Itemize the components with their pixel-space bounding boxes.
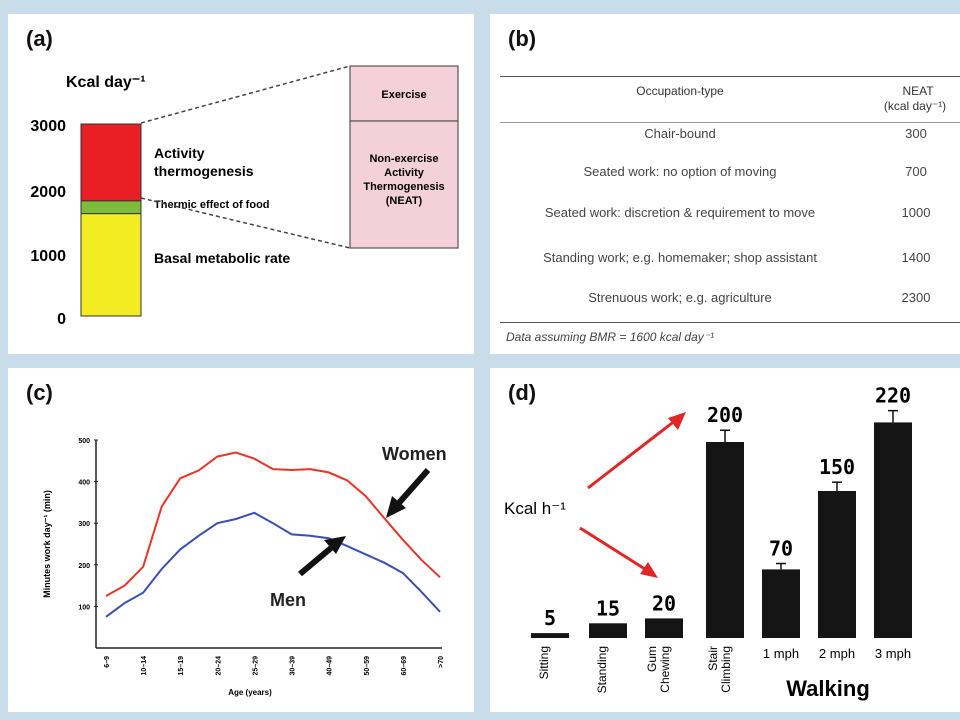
neat-label-line: Thermogenesis <box>363 181 444 193</box>
x-tick-label: Chewing <box>658 646 672 693</box>
neat-label-line: Activity <box>384 167 425 179</box>
dashed-connector-top <box>140 65 351 124</box>
panel-d-bar-chart: (d) 5 Sitting 15 Standing 20 Gum Chewing 200 Sta… <box>490 368 960 712</box>
x-tick-label: 6–9 <box>104 656 111 668</box>
x-tick-label: 3 mph <box>875 646 911 661</box>
group-label-walking: Walking <box>786 676 870 701</box>
bar <box>706 442 744 638</box>
bar-value-label: 200 <box>707 403 743 427</box>
header-occupation-type: Occupation-type <box>636 84 724 98</box>
header-neat: NEAT <box>902 84 934 98</box>
panel-c-chart: 100 200 300 400 500 6–9 10–14 15–19 20–24 25–29 3… <box>42 438 447 697</box>
x-tick-label: 50–59 <box>364 656 371 676</box>
segment-activity-thermogenesis <box>80 123 142 202</box>
bar-value-label: 5 <box>544 606 556 630</box>
red-arrow-down <box>579 526 658 578</box>
bar-value-label: 20 <box>652 591 676 615</box>
table-top-rule <box>500 76 960 77</box>
table-header-rule <box>500 122 960 123</box>
label-activity: Activity <box>154 145 205 161</box>
panel-a-ytick: 3000 <box>30 118 66 135</box>
panel-b-neat-table: (b) Occupation-type NEAT (kcal day⁻¹) Ch… <box>490 14 960 354</box>
x-tick-label: 15–19 <box>178 656 185 676</box>
bar <box>874 422 912 638</box>
neat-box <box>349 120 459 249</box>
x-tick-label: 1 mph <box>763 646 799 661</box>
x-tick-label: 10–14 <box>141 656 148 676</box>
label-thermogenesis: thermogenesis <box>154 163 254 179</box>
annotation-men: Men <box>270 590 306 610</box>
x-tick-label: 30–39 <box>290 656 297 676</box>
bar <box>762 569 800 638</box>
table-row-neat: 1400 <box>901 250 931 265</box>
y-tick-label: 100 <box>78 604 90 611</box>
x-axis-label: Age (years) <box>228 688 272 697</box>
bar-value-label: 220 <box>875 384 911 408</box>
segment-basal-metabolic-rate <box>80 213 142 317</box>
y-axis-label: Kcal h⁻¹ <box>504 499 566 518</box>
x-tick-label: 2 mph <box>819 646 855 661</box>
exercise-box <box>349 65 459 122</box>
table-row-occupation: Standing work; e.g. homemaker; shop assi… <box>543 250 817 265</box>
panel-a-figure: Kcal day⁻¹ 3000 2000 1000 0 Activity the… <box>30 65 459 328</box>
bar <box>531 633 569 638</box>
panel-a-energy-expenditure: (a) Kcal day⁻¹ 3000 2000 1000 0 Activity… <box>8 14 474 354</box>
panel-d-chart: 5 Sitting 15 Standing 20 Gum Chewing 200 Stair Cl… <box>504 384 912 701</box>
table-row-occupation: Strenuous work; e.g. agriculture <box>588 290 772 305</box>
x-tick-label: 60–69 <box>401 656 408 676</box>
panel-c-letter: (c) <box>26 380 53 405</box>
bar <box>589 623 627 638</box>
segment-thermic-effect-of-food <box>80 200 142 215</box>
series-line-women <box>105 451 441 597</box>
x-tick-label: 20–24 <box>215 656 222 676</box>
y-tick-label: 500 <box>78 438 90 445</box>
annotation-women: Women <box>382 444 447 464</box>
y-tick-label: 400 <box>78 480 90 487</box>
neat-label-line: (NEAT) <box>386 195 423 207</box>
y-tick-label: 200 <box>78 563 90 570</box>
panel-a-unit-label: Kcal day⁻¹ <box>66 74 146 91</box>
bar-value-label: 150 <box>819 455 855 479</box>
label-basal-metabolic-rate: Basal metabolic rate <box>154 250 290 266</box>
x-tick-label: Gum <box>645 646 659 672</box>
x-tick-label: Climbing <box>719 646 733 693</box>
table-row-occupation: Seated work: no option of moving <box>583 164 777 179</box>
arrow-women <box>386 468 431 518</box>
table-row-neat: 1000 <box>901 205 931 220</box>
x-tick-label: >70 <box>438 656 445 668</box>
table-row-neat: 300 <box>905 126 927 141</box>
panel-a-ytick: 1000 <box>30 248 66 265</box>
bar <box>645 618 683 638</box>
arrow-men <box>298 536 346 577</box>
x-tick-label: 40–49 <box>327 656 334 676</box>
x-tick-label: Sitting <box>537 646 551 679</box>
exercise-label: Exercise <box>381 89 426 101</box>
table-row-neat: 700 <box>905 164 927 179</box>
table-row-neat: 2300 <box>901 290 931 305</box>
x-tick-label: Stair <box>706 646 720 671</box>
neat-label-line: Non-exercise <box>369 153 438 165</box>
table-row-occupation: Seated work: discretion & requirement to… <box>544 205 816 220</box>
table-bottom-rule <box>500 322 960 323</box>
x-tick-label: Standing <box>595 646 609 693</box>
panel-a-ytick: 0 <box>57 311 66 328</box>
dashed-connector-bottom <box>140 197 351 249</box>
y-tick-label: 300 <box>78 521 90 528</box>
panel-a-ytick: 2000 <box>30 184 66 201</box>
bar-value-label: 15 <box>596 596 620 620</box>
table-row-occupation: Chair-bound <box>644 126 716 141</box>
header-neat-unit: (kcal day⁻¹) <box>883 99 947 113</box>
bar <box>818 491 856 638</box>
panel-c-line-chart: (c) 100 200 300 400 500 6–9 10–14 15–19 20–24 25… <box>8 368 474 712</box>
series-line-men <box>105 511 441 618</box>
panel-a-letter: (a) <box>26 26 53 51</box>
x-tick-label: 25–29 <box>252 656 259 676</box>
bar-value-label: 70 <box>769 537 793 561</box>
table-footnote: Data assuming BMR = 1600 kcal day⁻¹ <box>506 330 715 344</box>
panel-b-letter: (b) <box>508 26 537 51</box>
red-arrow-up <box>587 412 686 490</box>
panel-d-letter: (d) <box>508 380 537 405</box>
y-axis-label: Minutes work day⁻¹ (min) <box>42 490 52 598</box>
